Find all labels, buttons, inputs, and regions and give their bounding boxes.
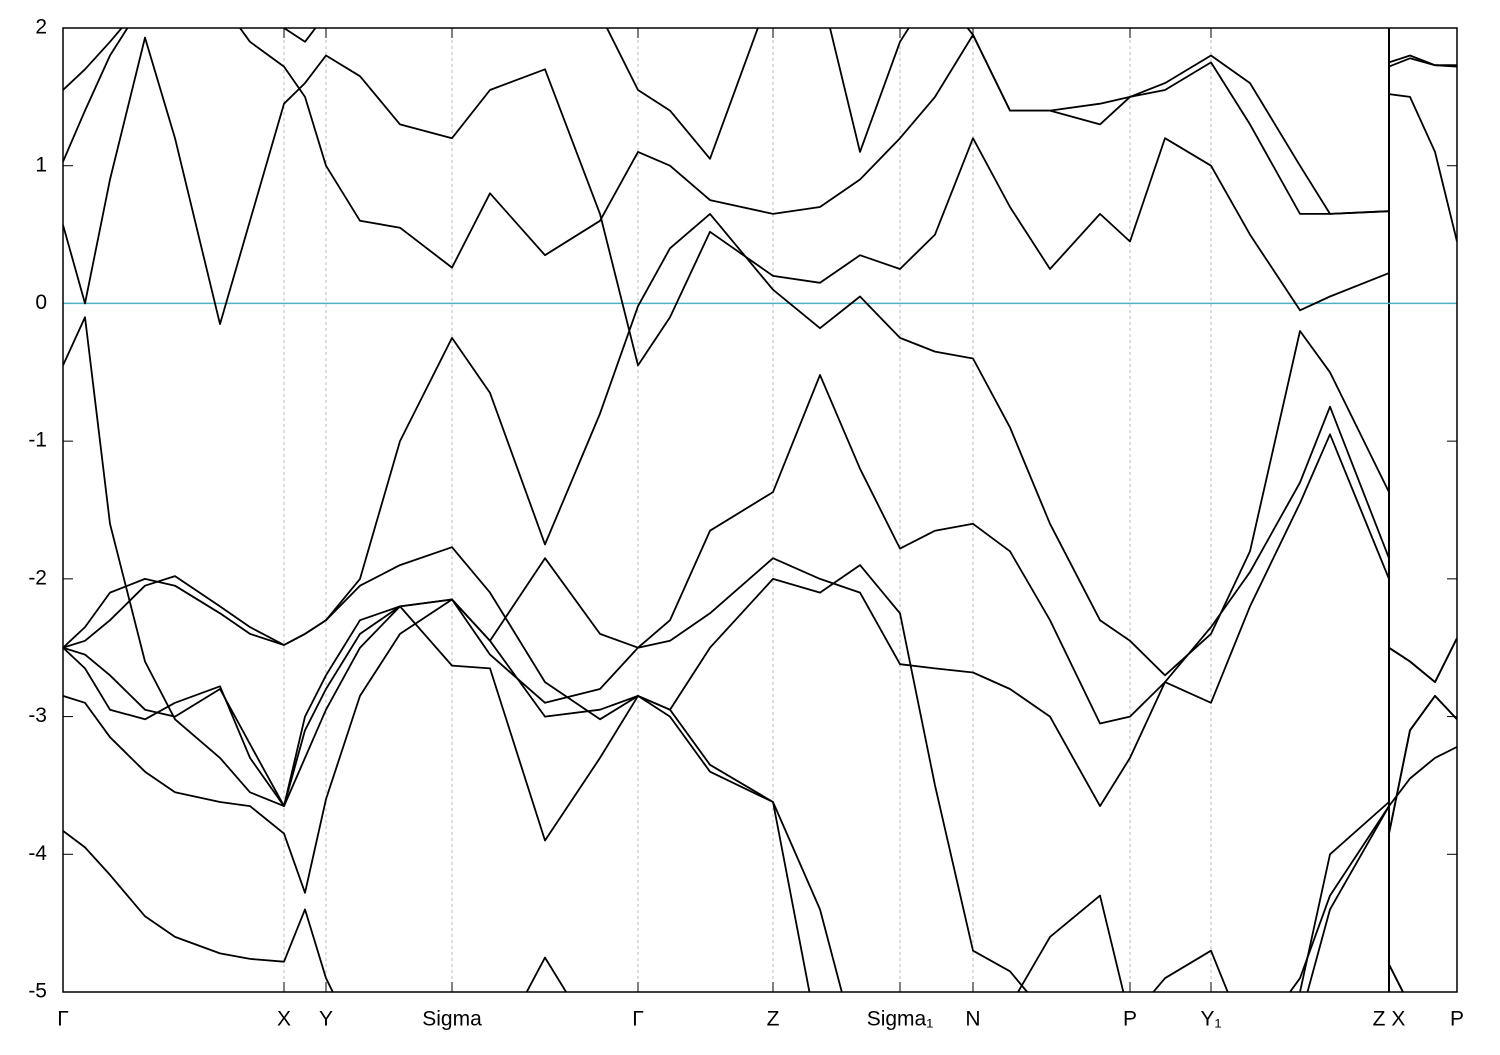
grid [62, 27, 1458, 993]
x-tick-label: Sigma [422, 1008, 482, 1031]
x-tick-label: Γ [632, 1008, 644, 1031]
y-tick-label: -2 [28, 566, 47, 589]
y-tick-label: 0 [35, 291, 47, 314]
x-tick-label: Y₁ [1200, 1008, 1221, 1031]
band-line [63, 36, 1457, 367]
x-tick-label: N [965, 1008, 980, 1031]
band-line [63, 374, 1457, 834]
y-tick-label: -5 [28, 980, 47, 1003]
y-tick-label: -1 [28, 429, 47, 452]
plot-frame [62, 27, 1458, 993]
x-tick-label: Z X [1373, 1008, 1406, 1031]
x-tick-label: Sigma₁ [867, 1008, 934, 1031]
band-line [63, 830, 1404, 992]
y-tick-label: -4 [28, 842, 47, 865]
band-line [63, 213, 1457, 683]
band-line [63, 316, 1404, 992]
x-tick-label: Γ [57, 1008, 69, 1031]
x-tick-label: P [1450, 1008, 1464, 1031]
y-tick-label: -3 [28, 704, 47, 727]
band-line [63, 28, 1457, 215]
bands [63, 28, 1457, 992]
y-tick-label: 1 [35, 153, 47, 176]
band-line [63, 546, 1457, 992]
x-tick-label: Y [319, 1008, 333, 1031]
labels: -5 -4 -3 -2 -1 0 1 2 Γ X Y Sigma Γ Z Sigma₁ N P Y₁ Z X P [28, 16, 1464, 1031]
y-tick-label: 2 [35, 16, 47, 39]
band-line [63, 28, 1457, 269]
x-tick-label: Z [767, 1008, 780, 1031]
x-tick-label: P [1123, 1008, 1137, 1031]
band-line [63, 598, 1457, 992]
band-line [63, 605, 1457, 992]
x-tick-label: X [277, 1008, 291, 1031]
